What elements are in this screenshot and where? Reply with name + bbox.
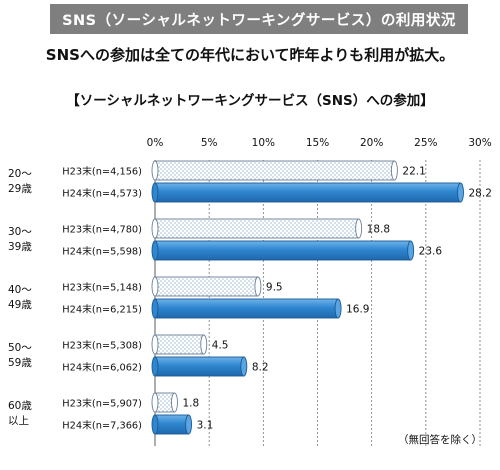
bar-h24: 8.2 [151,356,269,377]
bar-cap [390,160,398,181]
tick-label: 15% [306,137,329,149]
tick-label: 10% [252,137,275,149]
bar-body [154,334,205,355]
bar-body [154,218,360,239]
data-label: 23.6 [419,246,443,258]
tick-label: 5% [201,137,218,149]
subtitle: SNSへの参加は全ての年代において昨年よりも利用が拡大。 [45,46,455,64]
category-label-line1: 40～ [8,284,32,296]
bar-body [154,276,259,297]
category-label-line1: 20～ [8,168,32,180]
bar-start [151,356,159,377]
bar-cap [355,218,363,239]
tick-label: 30% [468,137,491,149]
bar-h24: 3.1 [151,414,214,435]
category-label-line1: 30～ [8,226,32,238]
bar-h23: 22.1 [151,160,426,181]
bar-body [154,182,461,203]
tick-labels: 0% 5% 10% 15% 20% 25% 30% [147,137,492,149]
series-label: H24末(n=4,573) [62,187,142,200]
bar-start [151,240,159,261]
tick-label: 20% [360,137,383,149]
bar-body [154,356,245,377]
bar-h23: 18.8 [151,218,390,239]
bar-body [154,160,395,181]
data-label: 3.1 [197,420,214,432]
bar-cap [254,276,262,297]
bar-cap [171,392,178,413]
bar-h24: 28.2 [151,182,492,203]
data-label: 18.8 [367,224,390,236]
bar-cap [240,356,248,377]
tick-label: 0% [147,137,164,149]
data-label: 1.8 [183,398,200,410]
bar-h23: 9.5 [151,276,283,297]
data-label: 28.2 [469,188,492,200]
bar-h24: 23.6 [151,240,443,261]
series-label: H23末(n=5,148) [62,281,142,294]
series-label: H24末(n=5,598) [62,245,142,258]
bar-body [154,298,339,319]
data-label: 4.5 [212,340,229,352]
bar-start [151,276,159,297]
data-label: 9.5 [266,282,283,294]
series-label: H24末(n=6,062) [62,361,142,374]
tick-label: 25% [414,137,437,149]
data-label: 22.1 [402,166,425,178]
category-labels: H23末(n=4,156) H24末(n=4,573) 20～ 29歳 H23末(n=4… [8,165,142,432]
bar-start [151,160,159,181]
data-label: 8.2 [252,362,269,374]
category-label-line1: 60歳 [8,400,32,412]
bar-start [151,334,159,355]
bar-start [151,182,159,203]
category-label-line2: 以上 [8,415,29,427]
category-label-line2: 29歳 [8,183,32,195]
bar-cap [185,414,193,435]
bar-start [151,298,159,319]
series-label: H24末(n=6,215) [62,303,142,316]
title-banner: SNS（ソーシャルネットワーキングサービス）の利用状況 [50,4,468,34]
bar-h23: 1.8 [151,392,200,413]
series-label: H23末(n=5,308) [62,339,142,352]
series-label: H23末(n=5,907) [62,397,142,410]
data-label: 16.9 [346,304,369,316]
bar-start [151,414,159,435]
bar-start [151,392,159,413]
bar-cap [200,334,208,355]
bar-cap [457,182,464,203]
category-label-line2: 59歳 [8,357,32,369]
bars: 22.1 28.2 18.8 23.6 9.5 16.9 4.5 8.2 1.8 3.1 [151,160,492,435]
footnote: （無回答を除く） [398,434,482,446]
category-label-line1: 50～ [8,342,32,354]
bar-body [154,414,190,435]
bar-body [154,240,412,261]
category-label-line2: 39歳 [8,241,32,253]
category-label-line2: 49歳 [8,299,32,311]
chart-title: 【ソーシャルネットワーキングサービス（SNS）への参加】 [66,93,434,109]
series-label: H23末(n=4,156) [62,165,142,178]
series-label: H23末(n=4,780) [62,223,142,236]
bar-h23: 4.5 [151,334,229,355]
bar-start [151,218,159,239]
bar-cap [407,240,415,261]
series-label: H24末(n=7,366) [62,419,142,432]
bar-h24: 16.9 [151,298,369,319]
bar-cap [334,298,342,319]
